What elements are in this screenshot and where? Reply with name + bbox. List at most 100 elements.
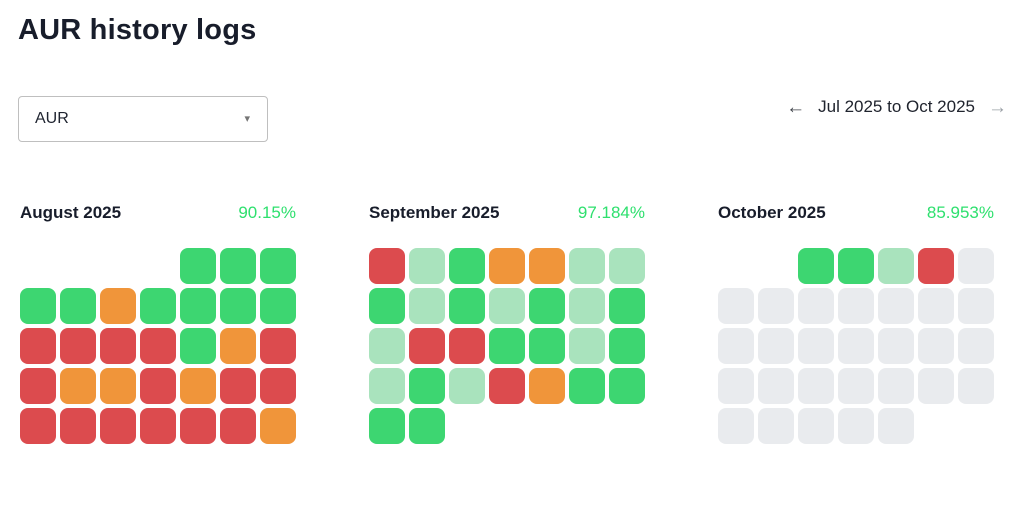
day-cell[interactable] <box>529 368 565 404</box>
day-cell[interactable] <box>20 328 56 364</box>
day-cell[interactable] <box>718 328 754 364</box>
day-cell[interactable] <box>529 288 565 324</box>
month-title: September 2025 <box>369 203 500 222</box>
day-cell[interactable] <box>220 248 256 284</box>
day-cell[interactable] <box>100 288 136 324</box>
day-cell[interactable] <box>449 248 485 284</box>
day-cell[interactable] <box>758 288 794 324</box>
day-cell[interactable] <box>260 248 296 284</box>
day-cell[interactable] <box>260 288 296 324</box>
day-cell[interactable] <box>140 328 176 364</box>
day-cell[interactable] <box>60 368 96 404</box>
day-cell[interactable] <box>798 408 834 444</box>
day-cell[interactable] <box>529 248 565 284</box>
day-cell[interactable] <box>369 288 405 324</box>
day-cell[interactable] <box>718 408 754 444</box>
day-cell[interactable] <box>180 328 216 364</box>
day-cell[interactable] <box>180 368 216 404</box>
day-cell[interactable] <box>20 288 56 324</box>
day-cell[interactable] <box>958 328 994 364</box>
day-cell[interactable] <box>918 288 954 324</box>
day-cell[interactable] <box>100 368 136 404</box>
day-cell[interactable] <box>100 408 136 444</box>
day-cell[interactable] <box>878 408 914 444</box>
day-cell[interactable] <box>798 288 834 324</box>
month-title: August 2025 <box>20 203 122 222</box>
day-cell[interactable] <box>798 368 834 404</box>
day-cell[interactable] <box>180 408 216 444</box>
day-cell[interactable] <box>918 368 954 404</box>
day-cell[interactable] <box>369 248 405 284</box>
day-cell[interactable] <box>60 328 96 364</box>
day-cell[interactable] <box>140 368 176 404</box>
month-title: October 2025 <box>718 203 826 222</box>
day-cell[interactable] <box>180 248 216 284</box>
day-cell[interactable] <box>409 328 445 364</box>
day-cell[interactable] <box>220 368 256 404</box>
day-cell[interactable] <box>609 368 645 404</box>
day-cell[interactable] <box>718 288 754 324</box>
day-cell[interactable] <box>140 288 176 324</box>
date-range-label: Jul 2025 to Oct 2025 <box>818 97 975 116</box>
day-cell[interactable] <box>449 328 485 364</box>
day-cell[interactable] <box>369 328 405 364</box>
day-cell[interactable] <box>220 408 256 444</box>
day-cell[interactable] <box>838 328 874 364</box>
day-cell[interactable] <box>838 408 874 444</box>
day-cell[interactable] <box>449 368 485 404</box>
day-cell[interactable] <box>609 288 645 324</box>
day-cell[interactable] <box>369 408 405 444</box>
next-range-arrow-icon[interactable]: → <box>988 96 1007 118</box>
day-cell[interactable] <box>878 368 914 404</box>
day-cell[interactable] <box>220 328 256 364</box>
day-cell[interactable] <box>878 248 914 284</box>
day-cell[interactable] <box>260 408 296 444</box>
day-cell[interactable] <box>758 328 794 364</box>
day-cell[interactable] <box>609 248 645 284</box>
day-cell[interactable] <box>60 288 96 324</box>
day-cell[interactable] <box>489 248 525 284</box>
day-cell[interactable] <box>838 288 874 324</box>
metric-select-value: AUR <box>35 110 69 127</box>
day-cell[interactable] <box>569 288 605 324</box>
day-cell[interactable] <box>569 328 605 364</box>
day-cell[interactable] <box>918 328 954 364</box>
day-cell[interactable] <box>958 288 994 324</box>
day-cell[interactable] <box>529 328 565 364</box>
day-cell[interactable] <box>838 248 874 284</box>
day-cell[interactable] <box>838 368 874 404</box>
day-cell[interactable] <box>569 248 605 284</box>
day-cell[interactable] <box>140 408 176 444</box>
day-cell[interactable] <box>180 288 216 324</box>
day-cell[interactable] <box>449 288 485 324</box>
day-cell[interactable] <box>918 248 954 284</box>
day-cell[interactable] <box>609 328 645 364</box>
day-cell[interactable] <box>369 368 405 404</box>
day-cell[interactable] <box>260 368 296 404</box>
day-cell[interactable] <box>409 408 445 444</box>
day-cell[interactable] <box>60 408 96 444</box>
metric-select[interactable]: AUR ▾ <box>18 96 268 142</box>
day-cell[interactable] <box>878 328 914 364</box>
day-cell[interactable] <box>409 368 445 404</box>
day-cell[interactable] <box>958 248 994 284</box>
day-cell[interactable] <box>409 288 445 324</box>
day-cell[interactable] <box>798 248 834 284</box>
day-cell[interactable] <box>260 328 296 364</box>
day-cell[interactable] <box>878 288 914 324</box>
day-cell[interactable] <box>489 368 525 404</box>
day-cell[interactable] <box>489 328 525 364</box>
day-cell[interactable] <box>569 368 605 404</box>
day-cell[interactable] <box>220 288 256 324</box>
day-cell[interactable] <box>758 368 794 404</box>
day-cell[interactable] <box>100 328 136 364</box>
day-cell[interactable] <box>409 248 445 284</box>
day-cell[interactable] <box>20 408 56 444</box>
day-cell[interactable] <box>798 328 834 364</box>
day-cell[interactable] <box>958 368 994 404</box>
day-cell[interactable] <box>718 368 754 404</box>
prev-range-arrow-icon[interactable]: ← <box>786 96 806 118</box>
day-cell[interactable] <box>489 288 525 324</box>
day-cell[interactable] <box>20 368 56 404</box>
day-cell[interactable] <box>758 408 794 444</box>
